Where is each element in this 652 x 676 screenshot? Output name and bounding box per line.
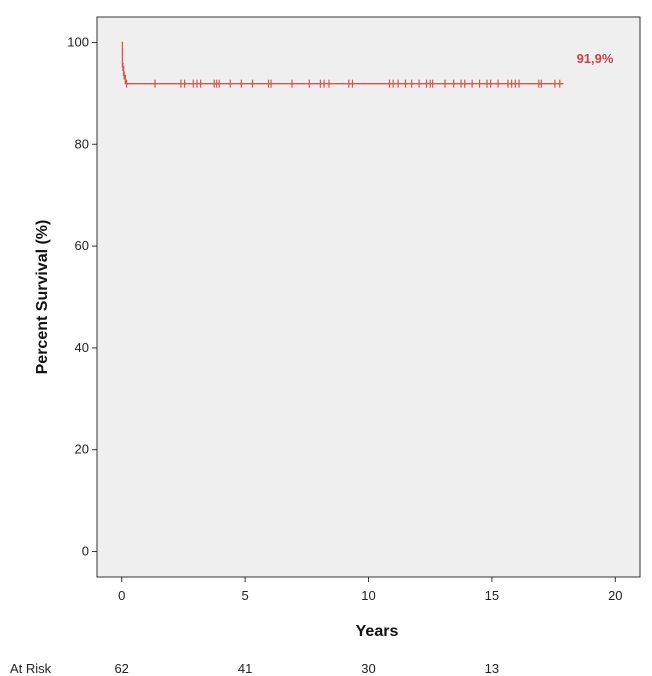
y-tick-label: 0	[82, 544, 89, 559]
x-tick-label: 0	[118, 588, 125, 603]
at-risk-row: 62 41 30 13	[114, 661, 499, 676]
y-axis-title: Percent Survival (%)	[34, 220, 51, 375]
y-tick-label: 20	[75, 442, 89, 457]
y-tick-label: 100	[67, 34, 89, 49]
annotation-label: 91,9%	[577, 51, 614, 66]
at-risk-label: At Risk	[10, 661, 52, 676]
y-tick-label: 80	[75, 136, 89, 151]
y-axis-ticks: 0 20 40 60 80 100	[67, 34, 97, 559]
plot-area	[96, 16, 641, 578]
x-axis-title: Years	[356, 623, 399, 640]
x-tick-label: 20	[608, 588, 622, 603]
x-axis-ticks: 0 5 10 15 20	[118, 577, 623, 603]
at-risk-count: 41	[238, 661, 252, 676]
survival-curve	[121, 41, 564, 85]
x-tick-label: 5	[241, 588, 248, 603]
at-risk-count: 30	[361, 661, 375, 676]
at-risk-count: 13	[485, 661, 499, 676]
x-tick-label: 15	[485, 588, 499, 603]
survival-series	[121, 41, 564, 88]
at-risk-count: 62	[114, 661, 128, 676]
y-tick-label: 60	[75, 238, 89, 253]
y-tick-label: 40	[75, 340, 89, 355]
x-tick-label: 10	[361, 588, 375, 603]
